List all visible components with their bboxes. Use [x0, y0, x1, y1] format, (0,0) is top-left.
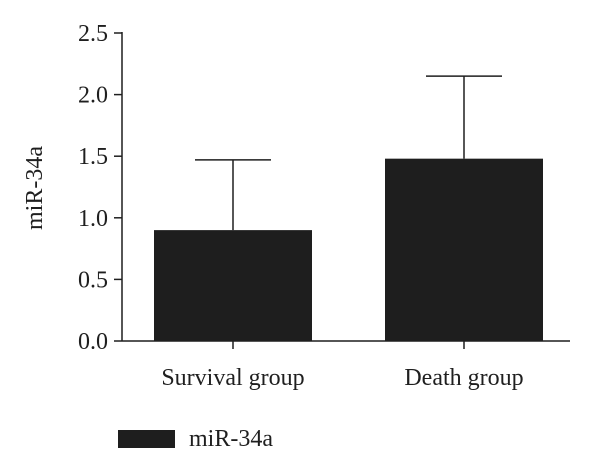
- legend-label: miR-34a: [189, 426, 273, 452]
- legend-swatch: [118, 430, 175, 448]
- legend: miR-34a: [118, 426, 273, 452]
- y-tick-label: 0.0: [78, 329, 108, 355]
- x-tick-label: Death group: [404, 365, 523, 391]
- x-tick-label: Survival group: [161, 365, 304, 391]
- y-axis-ticks: 0.0 0.5 1.0 1.5 2.0 2.5: [78, 21, 122, 355]
- y-axis-label: miR-34a: [22, 146, 48, 230]
- y-tick-label: 0.5: [78, 267, 108, 293]
- bar: [154, 230, 312, 341]
- y-tick-label: 1.0: [78, 206, 108, 232]
- y-tick-label: 2.0: [78, 83, 108, 109]
- y-tick-label: 1.5: [78, 144, 108, 170]
- y-tick-label: 2.5: [78, 21, 108, 47]
- bars: [154, 75, 543, 341]
- bar: [385, 158, 543, 341]
- x-axis-tick-labels: Survival group Death group: [161, 341, 524, 391]
